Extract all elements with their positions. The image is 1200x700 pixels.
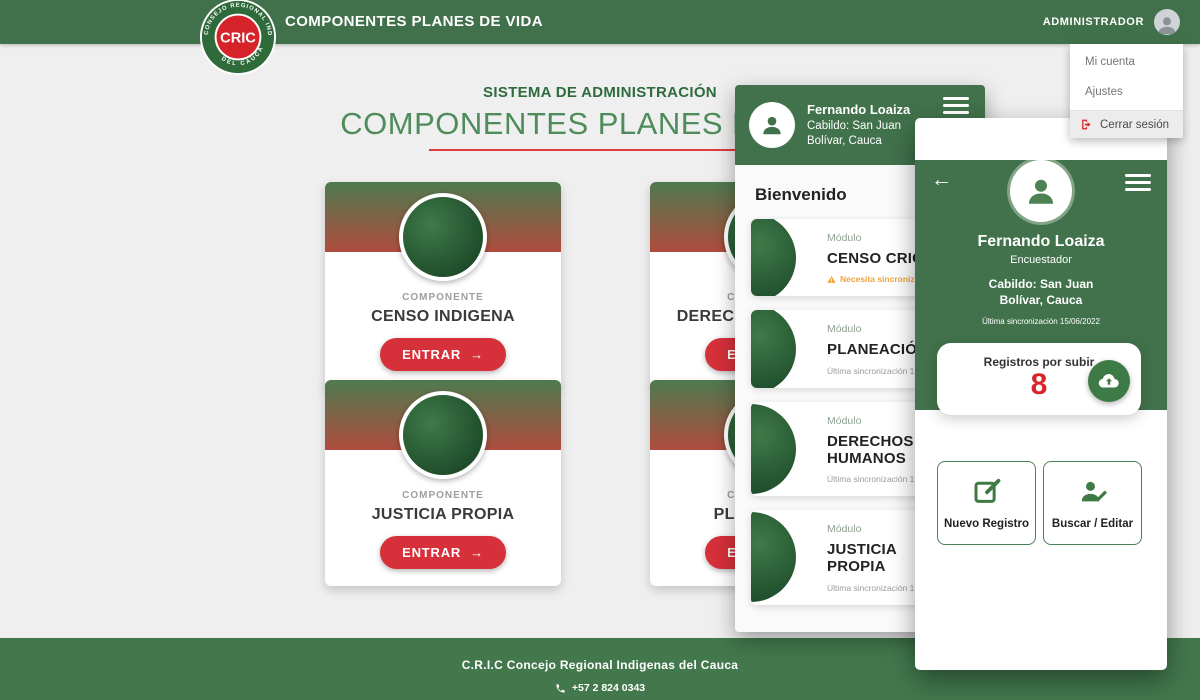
person-icon (1029, 179, 1053, 204)
cloud-upload-icon (1098, 374, 1119, 388)
enter-button-label: ENTRAR (402, 347, 462, 362)
user-dropdown-menu: Mi cuenta Ajustes Cerrar sesión (1070, 44, 1183, 138)
menu-item-logout[interactable]: Cerrar sesión (1070, 111, 1183, 138)
module-kicker: Módulo (827, 232, 862, 244)
profile-name: Fernando Loaiza (977, 233, 1105, 250)
search-edit-button[interactable]: Buscar / Editar (1043, 461, 1142, 545)
module-photo (751, 403, 796, 494)
cabildo-line1: Cabildo: San Juan (807, 119, 901, 132)
component-kicker: COMPONENTE (402, 292, 484, 303)
menu-item-my-account[interactable]: Mi cuenta (1085, 56, 1135, 68)
cric-logo[interactable]: CONSEJO REGIONAL INDIGENA DEL CAUCA CRIC (199, 0, 277, 76)
mobile-user-avatar (749, 102, 795, 148)
welcome-heading: Bienvenido (755, 185, 847, 204)
pending-uploads-count: 8 (1030, 368, 1048, 401)
footer-phone: +57 2 824 0343 (0, 682, 1200, 694)
edit-icon (974, 478, 1000, 503)
module-status: Necesita sincronizar (827, 274, 959, 284)
logo-center-text: CRIC (220, 30, 256, 46)
module-status: Última sincronización 15/06/2022 (827, 365, 953, 376)
mobile-user-name: Fernando Loaiza (807, 101, 911, 117)
user-avatar[interactable] (1154, 9, 1180, 35)
menu-item-settings[interactable]: Ajustes (1085, 86, 1123, 98)
menu-hamburger-icon[interactable] (943, 97, 969, 114)
module-kicker: Módulo (827, 414, 862, 427)
pending-uploads-card: Registros por subir 8 (937, 343, 1141, 415)
module-photo (751, 219, 796, 297)
component-card-justicia-propia: COMPONENTE JUSTICIA PROPIA ENTRAR → (325, 380, 561, 586)
new-record-label: Nuevo Registro (944, 517, 1029, 530)
footer-org-name: C.R.I.C Concejo Regional Indigenas del C… (461, 658, 739, 672)
enter-button[interactable]: ENTRAR → (380, 536, 506, 569)
user-role-label: ADMINISTRADOR (1042, 16, 1144, 28)
component-title: CENSO INDIGENA (371, 308, 515, 325)
person-edit-icon (1081, 481, 1106, 501)
profile-actions: Nuevo Registro Buscar / Editar (937, 461, 1142, 545)
module-photo (751, 512, 796, 603)
cabildo-line2: Bolívar, Cauca (807, 134, 882, 147)
arrow-right-icon: → (470, 347, 484, 362)
profile-cabildo: Cabildo: San Juan Bolívar, Cauca (915, 277, 1167, 308)
component-photo (399, 391, 487, 479)
menu-item-logout-label: Cerrar sesión (1100, 118, 1170, 131)
app-title: COMPONENTES PLANES DE VIDA (285, 13, 543, 30)
profile-avatar (1010, 160, 1072, 222)
top-navbar: COMPONENTES PLANES DE VIDA ADMINISTRADOR (0, 0, 1200, 44)
module-status: Última sincronización 15/06/2022 (827, 582, 953, 593)
user-menu-trigger[interactable]: ADMINISTRADOR (1043, 0, 1180, 44)
upload-button[interactable] (1088, 360, 1130, 402)
mobile-screen-profile: ← Fernando Loaiza Encuestador Cabildo: S… (915, 118, 1167, 670)
new-record-button[interactable]: Nuevo Registro (937, 461, 1036, 545)
footer-phone-number: +57 2 824 0343 (571, 682, 646, 694)
module-photo (751, 310, 796, 388)
component-title: JUSTICIA PROPIA (371, 506, 515, 523)
cabildo-line1: Cabildo: San Juan (988, 277, 1094, 291)
logout-icon (1082, 119, 1091, 130)
back-arrow-icon[interactable]: ← (931, 168, 952, 191)
search-edit-label: Buscar / Editar (1051, 517, 1134, 530)
mobile-user-info: Fernando Loaiza Cabildo: San Juan Bolíva… (807, 102, 910, 149)
module-kicker: Módulo (827, 523, 862, 535)
title-underline (429, 149, 771, 151)
arrow-right-icon: → (470, 545, 484, 560)
enter-button-label: ENTRAR (402, 545, 462, 560)
cabildo-line2: Bolívar, Cauca (999, 292, 1083, 307)
enter-button[interactable]: ENTRAR → (380, 338, 506, 371)
module-title: DERECHOS HUMANOS (827, 432, 914, 467)
page-subtitle: SISTEMA DE ADMINISTRACIÓN (483, 84, 717, 101)
component-photo (399, 193, 487, 281)
module-title: JUSTICIA PROPIA (827, 541, 897, 576)
module-title: CENSO CRIC (827, 250, 924, 267)
profile-last-sync: Última sincronización 15/06/2022 (982, 317, 1100, 327)
profile-role: Encuestador (1010, 254, 1072, 266)
warning-icon (827, 275, 836, 283)
menu-divider (1070, 110, 1183, 111)
component-card-censo-indigena: COMPONENTE CENSO INDIGENA ENTRAR → (325, 182, 561, 388)
module-title: PLANEACIÓN (827, 341, 929, 359)
component-kicker: COMPONENTE (402, 490, 484, 501)
menu-hamburger-icon[interactable] (1125, 174, 1151, 191)
pending-uploads-label: Registros por subir (983, 355, 1095, 369)
person-icon (763, 116, 781, 135)
module-kicker: Módulo (827, 323, 862, 336)
module-status: Última sincronización 15/06/2022 (827, 474, 953, 484)
module-status-label: Necesita sincronizar (840, 274, 923, 285)
person-icon (1158, 17, 1176, 35)
mobile-user-cabildo: Cabildo: San Juan Bolívar, Cauca (807, 119, 910, 149)
phone-icon (556, 683, 565, 693)
